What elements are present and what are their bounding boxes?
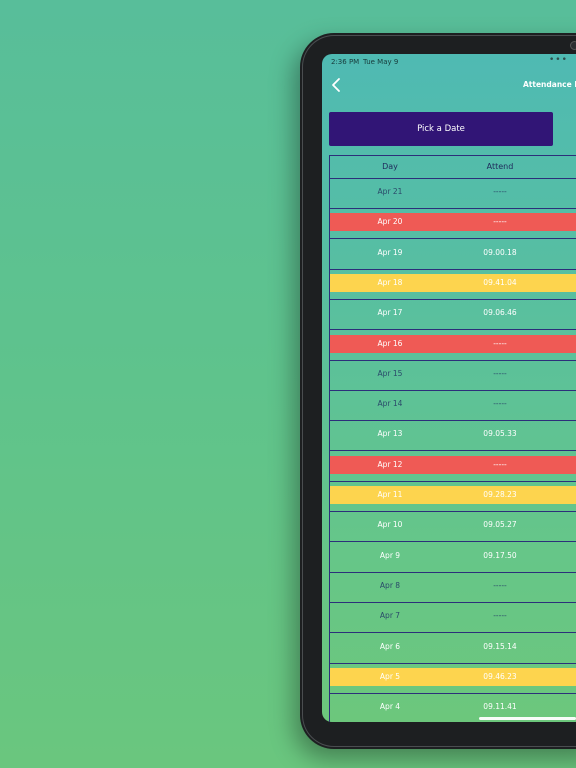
row-attend-time: 09.17.50	[483, 550, 517, 560]
tablet-bezel-edge	[302, 35, 576, 747]
table-row[interactable]: Apr 20 -----	[330, 208, 576, 240]
row-day: Apr 18	[377, 277, 403, 287]
late-highlight	[330, 667, 576, 686]
table-row[interactable]: Apr 8 -----	[330, 572, 576, 603]
column-header-attend: Attend	[486, 162, 514, 171]
absent-highlight	[330, 213, 576, 232]
table-row[interactable]: Apr 13 09.05.33	[330, 420, 576, 452]
table-row[interactable]: Apr 15 -----	[330, 360, 576, 391]
column-header-day: Day	[382, 162, 398, 171]
table-row[interactable]: Apr 9 09.17.50	[330, 542, 576, 573]
row-day: Apr 15	[377, 368, 403, 378]
row-day: Apr 5	[379, 671, 401, 681]
table-row[interactable]: Apr 19 09.00.18	[330, 239, 576, 270]
table-row[interactable]: Apr 17 09.06.46	[330, 299, 576, 331]
row-attend-time: 09.28.23	[483, 490, 517, 499]
row-attend-time: -----	[493, 399, 507, 409]
page-title: Attendance Reg	[523, 80, 576, 89]
table-row[interactable]: Apr 5 09.46.23	[330, 663, 576, 694]
camera-icon	[570, 41, 576, 50]
table-header: Day Attend	[330, 156, 576, 179]
row-attend-time: -----	[493, 338, 507, 348]
row-day: Apr 20	[377, 217, 403, 227]
row-day: Apr 17	[377, 308, 403, 318]
table-row[interactable]: Apr 7 -----	[330, 602, 576, 634]
row-day: Apr 11	[377, 490, 403, 499]
table-row[interactable]: Apr 4 09.11.41	[330, 693, 576, 722]
absent-highlight	[330, 455, 576, 474]
multitasking-dots-icon[interactable]: •••	[549, 55, 568, 65]
row-day: Apr 14	[377, 399, 403, 409]
row-attend-time: -----	[493, 580, 507, 590]
row-attend-time: -----	[493, 187, 507, 196]
table-row[interactable]: Apr 16 -----	[330, 330, 576, 361]
table-row[interactable]: Apr 18 09.41.04	[330, 269, 576, 300]
row-attend-time: 09.41.04	[483, 277, 517, 287]
row-day: Apr 12	[377, 459, 403, 469]
row-day: Apr 16	[377, 338, 403, 348]
home-indicator[interactable]	[479, 717, 576, 720]
pick-date-button[interactable]: Pick a Date	[329, 112, 553, 146]
row-attend-time: 09.00.18	[483, 247, 517, 257]
status-time: 2:36 PM	[331, 58, 360, 66]
status-bar: 2:36 PM Tue May 9 •••	[322, 54, 576, 70]
row-attend-time: 09.05.27	[483, 520, 517, 530]
table-row[interactable]: Apr 6 09.15.14	[330, 633, 576, 664]
row-day: Apr 7	[379, 611, 401, 621]
row-attend-time: -----	[493, 611, 507, 621]
table-row[interactable]: Apr 10 09.05.27	[330, 511, 576, 543]
attendance-table: Day Attend Apr 21 ----- Apr 20 ----- Apr 19 0…	[329, 155, 576, 722]
row-day: Apr 4	[379, 702, 401, 712]
table-row[interactable]: Apr 12 -----	[330, 451, 576, 482]
app-screen: 2:36 PM Tue May 9 ••• Attendance Reg Pic…	[322, 54, 576, 722]
row-attend-time: 09.15.14	[483, 641, 517, 651]
row-attend-time: -----	[493, 459, 507, 469]
navigation-bar: Attendance Reg	[322, 70, 576, 100]
row-attend-time: 09.11.41	[483, 702, 517, 712]
row-day: Apr 19	[377, 247, 403, 257]
table-row[interactable]: Apr 11 09.28.23	[330, 481, 576, 512]
row-day: Apr 6	[379, 641, 401, 651]
late-highlight	[330, 273, 576, 292]
table-row[interactable]: Apr 14 -----	[330, 390, 576, 422]
row-attend-time: 09.46.23	[483, 671, 517, 681]
row-day: Apr 10	[377, 520, 403, 530]
late-highlight	[330, 486, 576, 504]
row-day: Apr 9	[379, 550, 401, 560]
row-attend-time: -----	[493, 368, 507, 378]
row-attend-time: 09.06.46	[483, 308, 517, 318]
back-chevron-icon[interactable]	[330, 77, 344, 93]
row-day: Apr 8	[379, 580, 401, 590]
row-day: Apr 21	[377, 187, 403, 196]
absent-highlight	[330, 334, 576, 353]
row-attend-time: 09.05.33	[483, 429, 517, 439]
table-row[interactable]: Apr 21 -----	[330, 178, 576, 209]
status-date: Tue May 9	[363, 58, 399, 66]
row-attend-time: -----	[493, 217, 507, 227]
row-day: Apr 13	[377, 429, 403, 439]
